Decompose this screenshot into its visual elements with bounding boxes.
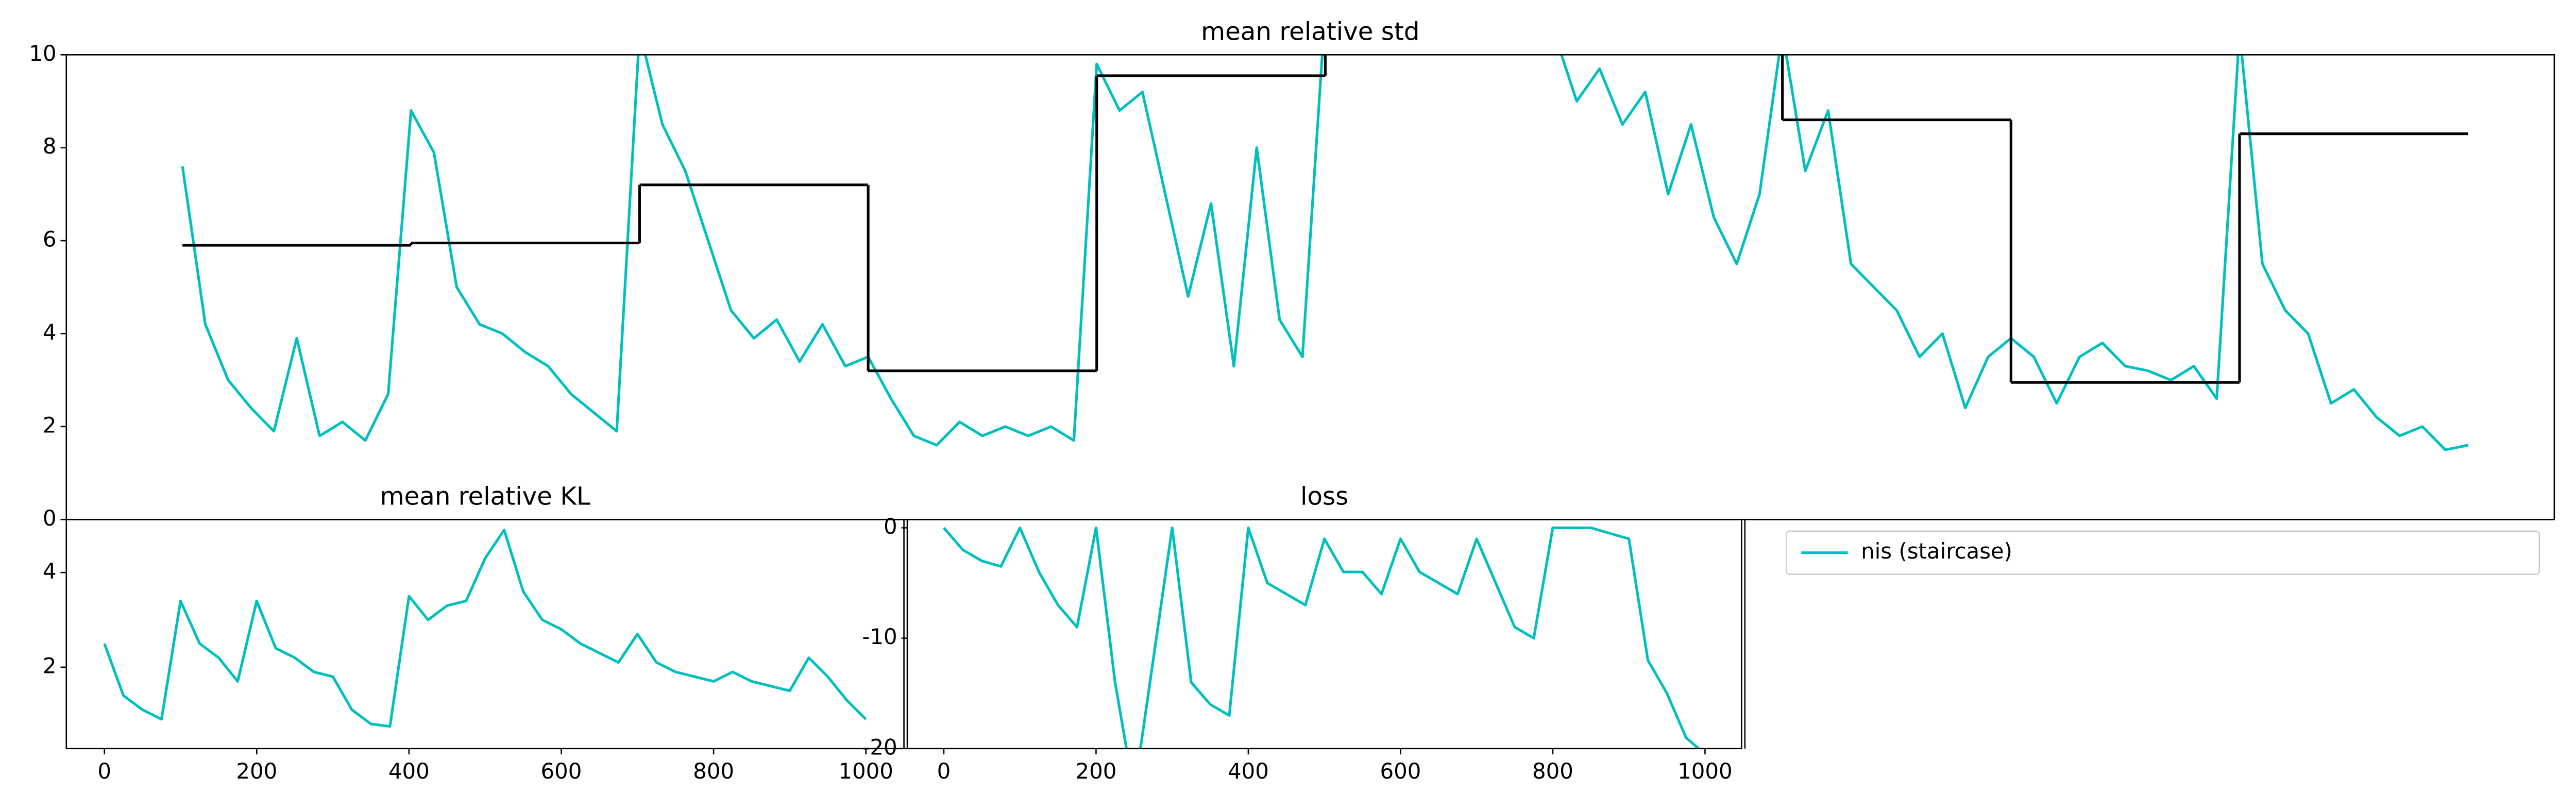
chart-title: loss <box>1300 482 1348 511</box>
x-tick-label: 400 <box>388 758 430 784</box>
y-tick-label: -10 <box>862 624 897 649</box>
plot-area <box>103 528 867 728</box>
x-tick-label: 1000 <box>1677 758 1732 784</box>
y-tick-label: 2 <box>43 653 57 678</box>
axes-frame <box>906 518 1742 750</box>
x-tick-label: 0 <box>937 758 951 784</box>
y-tick-label: -20 <box>862 734 897 760</box>
x-tick-label: 800 <box>693 758 734 784</box>
x-tick-label: 600 <box>541 758 582 784</box>
y-tick-label: 0 <box>884 514 897 539</box>
plot-area <box>181 55 2469 451</box>
x-tick-label: 400 <box>1228 758 1269 784</box>
x-tick-label: 1000 <box>838 758 893 784</box>
y-tick-label: 4 <box>43 559 57 584</box>
chart-title: mean relative KL <box>380 482 590 511</box>
y-tick-label: 4 <box>43 319 57 345</box>
x-tick-label: 200 <box>1075 758 1116 784</box>
chart-title: mean relative std <box>1201 17 1419 46</box>
x-tick-label: 800 <box>1532 758 1573 784</box>
y-tick-label: 10 <box>29 41 56 66</box>
axes-frame <box>65 518 905 750</box>
x-tick-label: 200 <box>236 758 277 784</box>
y-tick-label: 8 <box>43 133 57 159</box>
y-tick-label: 0 <box>43 505 57 531</box>
y-tick-label: 2 <box>43 412 57 437</box>
data-line <box>942 526 1701 749</box>
legend-box <box>1785 530 2540 575</box>
y-tick-label: 6 <box>43 227 57 252</box>
x-tick-label: 600 <box>1380 758 1421 784</box>
data-line <box>181 55 2469 451</box>
legend-label: nis (staircase) <box>1861 538 2012 564</box>
plot-area <box>942 526 1701 749</box>
data-line <box>103 528 867 728</box>
x-tick-label: 0 <box>97 758 111 784</box>
